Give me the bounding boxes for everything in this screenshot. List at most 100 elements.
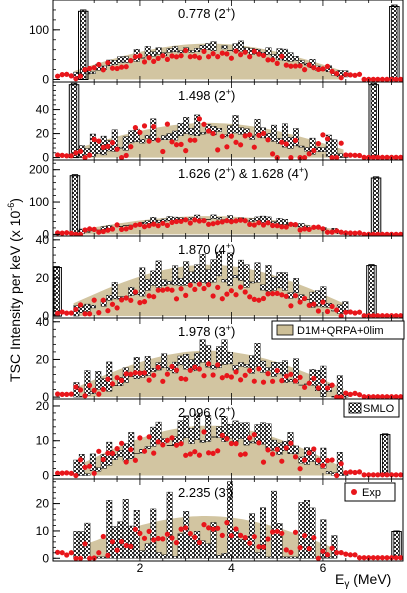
svg-text:D1M+QRPA+0lim: D1M+QRPA+0lim [297, 325, 384, 337]
exp-point [146, 293, 152, 299]
exp-point [132, 370, 138, 376]
smlo-bar [161, 554, 168, 559]
exp-point [183, 217, 189, 223]
exp-point [196, 366, 202, 372]
exp-point [114, 375, 120, 381]
exp-point [155, 439, 161, 445]
exp-point [59, 309, 65, 315]
y-tick-label: 20 [36, 497, 50, 511]
exp-point [82, 541, 88, 547]
exp-point [201, 522, 207, 528]
exp-point [297, 545, 303, 551]
exp-point [105, 376, 111, 382]
exp-point [64, 391, 70, 397]
smlo-bar [166, 48, 173, 53]
exp-point [306, 151, 312, 157]
smlo-bar [232, 529, 239, 559]
exp-point [183, 525, 189, 531]
smlo-bar [298, 145, 305, 148]
exp-point [233, 441, 239, 447]
exp-point [338, 394, 344, 399]
exp-point [233, 218, 239, 224]
exp-point [398, 154, 403, 160]
exp-point [302, 533, 308, 539]
exp-point [68, 391, 74, 397]
exp-point [238, 532, 244, 539]
exp-point [55, 470, 61, 476]
panel-7: 0 10 20 2.235 (3-) [36, 478, 404, 565]
exp-point [356, 555, 363, 561]
smlo-bar [84, 303, 91, 312]
smlo-bar [216, 251, 223, 277]
smlo-bar [238, 539, 245, 559]
exp-point [384, 76, 390, 82]
exp-point [370, 231, 376, 236]
exp-point [87, 152, 93, 158]
exp-point [155, 535, 161, 542]
smlo-bar [309, 137, 316, 155]
exp-point [146, 434, 152, 440]
smlo-bar [282, 556, 288, 559]
exp-point [384, 472, 390, 478]
exp-point [196, 281, 202, 287]
exp-point [82, 464, 88, 470]
exp-point [173, 142, 180, 148]
exp-point [352, 152, 358, 158]
exp-point [288, 155, 294, 160]
exp-point [196, 55, 202, 61]
exp-point [192, 364, 198, 370]
exp-point [311, 224, 317, 230]
exp-point [160, 148, 166, 155]
exp-point [270, 451, 276, 457]
exp-point [151, 221, 157, 227]
smlo-bar [199, 440, 206, 443]
smlo-bar [161, 279, 168, 286]
smlo-bar [122, 136, 129, 151]
y-tick-label: 0 [42, 227, 49, 241]
smlo-bar [177, 278, 184, 286]
exp-point [64, 552, 70, 558]
exp-point [389, 472, 395, 478]
exp-point [87, 65, 93, 72]
exp-point [109, 226, 116, 232]
exp-point [219, 219, 225, 225]
exp-point [219, 532, 225, 539]
exp-point [260, 295, 267, 302]
exp-point [77, 148, 84, 154]
exp-point [100, 456, 106, 463]
exp-point [274, 367, 280, 374]
exp-point [256, 440, 262, 446]
exp-point [114, 222, 120, 228]
exp-point [128, 543, 134, 550]
exp-point [173, 54, 180, 60]
exp-point [210, 372, 216, 378]
exp-point [329, 155, 335, 160]
panel-5: 0 20 40 1.978 (3+) [36, 315, 404, 404]
exp-point [279, 458, 285, 464]
smlo-bar [271, 124, 277, 142]
exp-point [347, 309, 353, 315]
exp-point [96, 61, 102, 68]
exp-point [224, 520, 230, 526]
x-tick-label: 2 [137, 561, 144, 575]
smlo-bar [210, 522, 217, 559]
exp-point [210, 526, 216, 532]
exp-point [302, 226, 308, 232]
exp-point [398, 231, 403, 236]
exp-point [128, 371, 134, 377]
exp-point [370, 154, 376, 160]
exp-point [201, 48, 207, 55]
exp-point [297, 299, 303, 305]
exp-point [215, 147, 221, 153]
exp-point [164, 222, 170, 228]
exp-point [210, 221, 216, 227]
smlo-bar [249, 281, 256, 284]
exp-point [260, 52, 267, 59]
smlo-bar [205, 543, 212, 559]
smlo-bar [293, 445, 299, 455]
exp-point [334, 71, 340, 77]
exp-point [347, 552, 353, 558]
smlo-bar [177, 355, 184, 366]
exp-point [183, 376, 189, 382]
exp-point [119, 440, 125, 446]
